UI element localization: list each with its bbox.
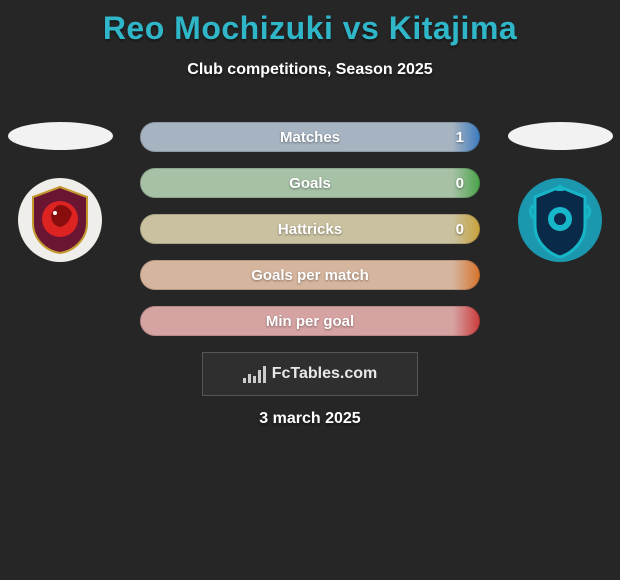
stat-label: Min per goal xyxy=(266,313,354,330)
kyoto-sanga-icon xyxy=(29,185,91,255)
avispa-fukuoka-icon xyxy=(525,181,595,259)
fctables-label: FcTables.com xyxy=(272,365,378,383)
fctables-branding[interactable]: FcTables.com xyxy=(202,352,418,396)
stat-label: Hattricks xyxy=(278,221,342,238)
player-left-column xyxy=(5,122,115,262)
page-title: Reo Mochizuki vs Kitajima xyxy=(0,0,620,47)
player-right-avatar-placeholder xyxy=(508,122,613,150)
stat-label: Goals xyxy=(289,175,331,192)
stat-value: 0 xyxy=(456,175,464,192)
stat-value: 1 xyxy=(456,129,464,146)
stat-row-min-per-goal: Min per goal xyxy=(140,306,480,336)
stat-row-goals: Goals 0 xyxy=(140,168,480,198)
club-badge-left xyxy=(18,178,102,262)
stat-label: Matches xyxy=(280,129,340,146)
club-badge-right xyxy=(518,178,602,262)
player-right-column xyxy=(505,122,615,262)
date-label: 3 march 2025 xyxy=(0,410,620,428)
subtitle: Club competitions, Season 2025 xyxy=(0,61,620,79)
bar-chart-icon xyxy=(243,365,266,383)
stat-row-hattricks: Hattricks 0 xyxy=(140,214,480,244)
stat-label: Goals per match xyxy=(251,267,369,284)
stats-panel: Matches 1 Goals 0 Hattricks 0 Goals per … xyxy=(140,122,480,352)
stat-row-matches: Matches 1 xyxy=(140,122,480,152)
player-left-avatar-placeholder xyxy=(8,122,113,150)
stat-row-goals-per-match: Goals per match xyxy=(140,260,480,290)
stat-value: 0 xyxy=(456,221,464,238)
